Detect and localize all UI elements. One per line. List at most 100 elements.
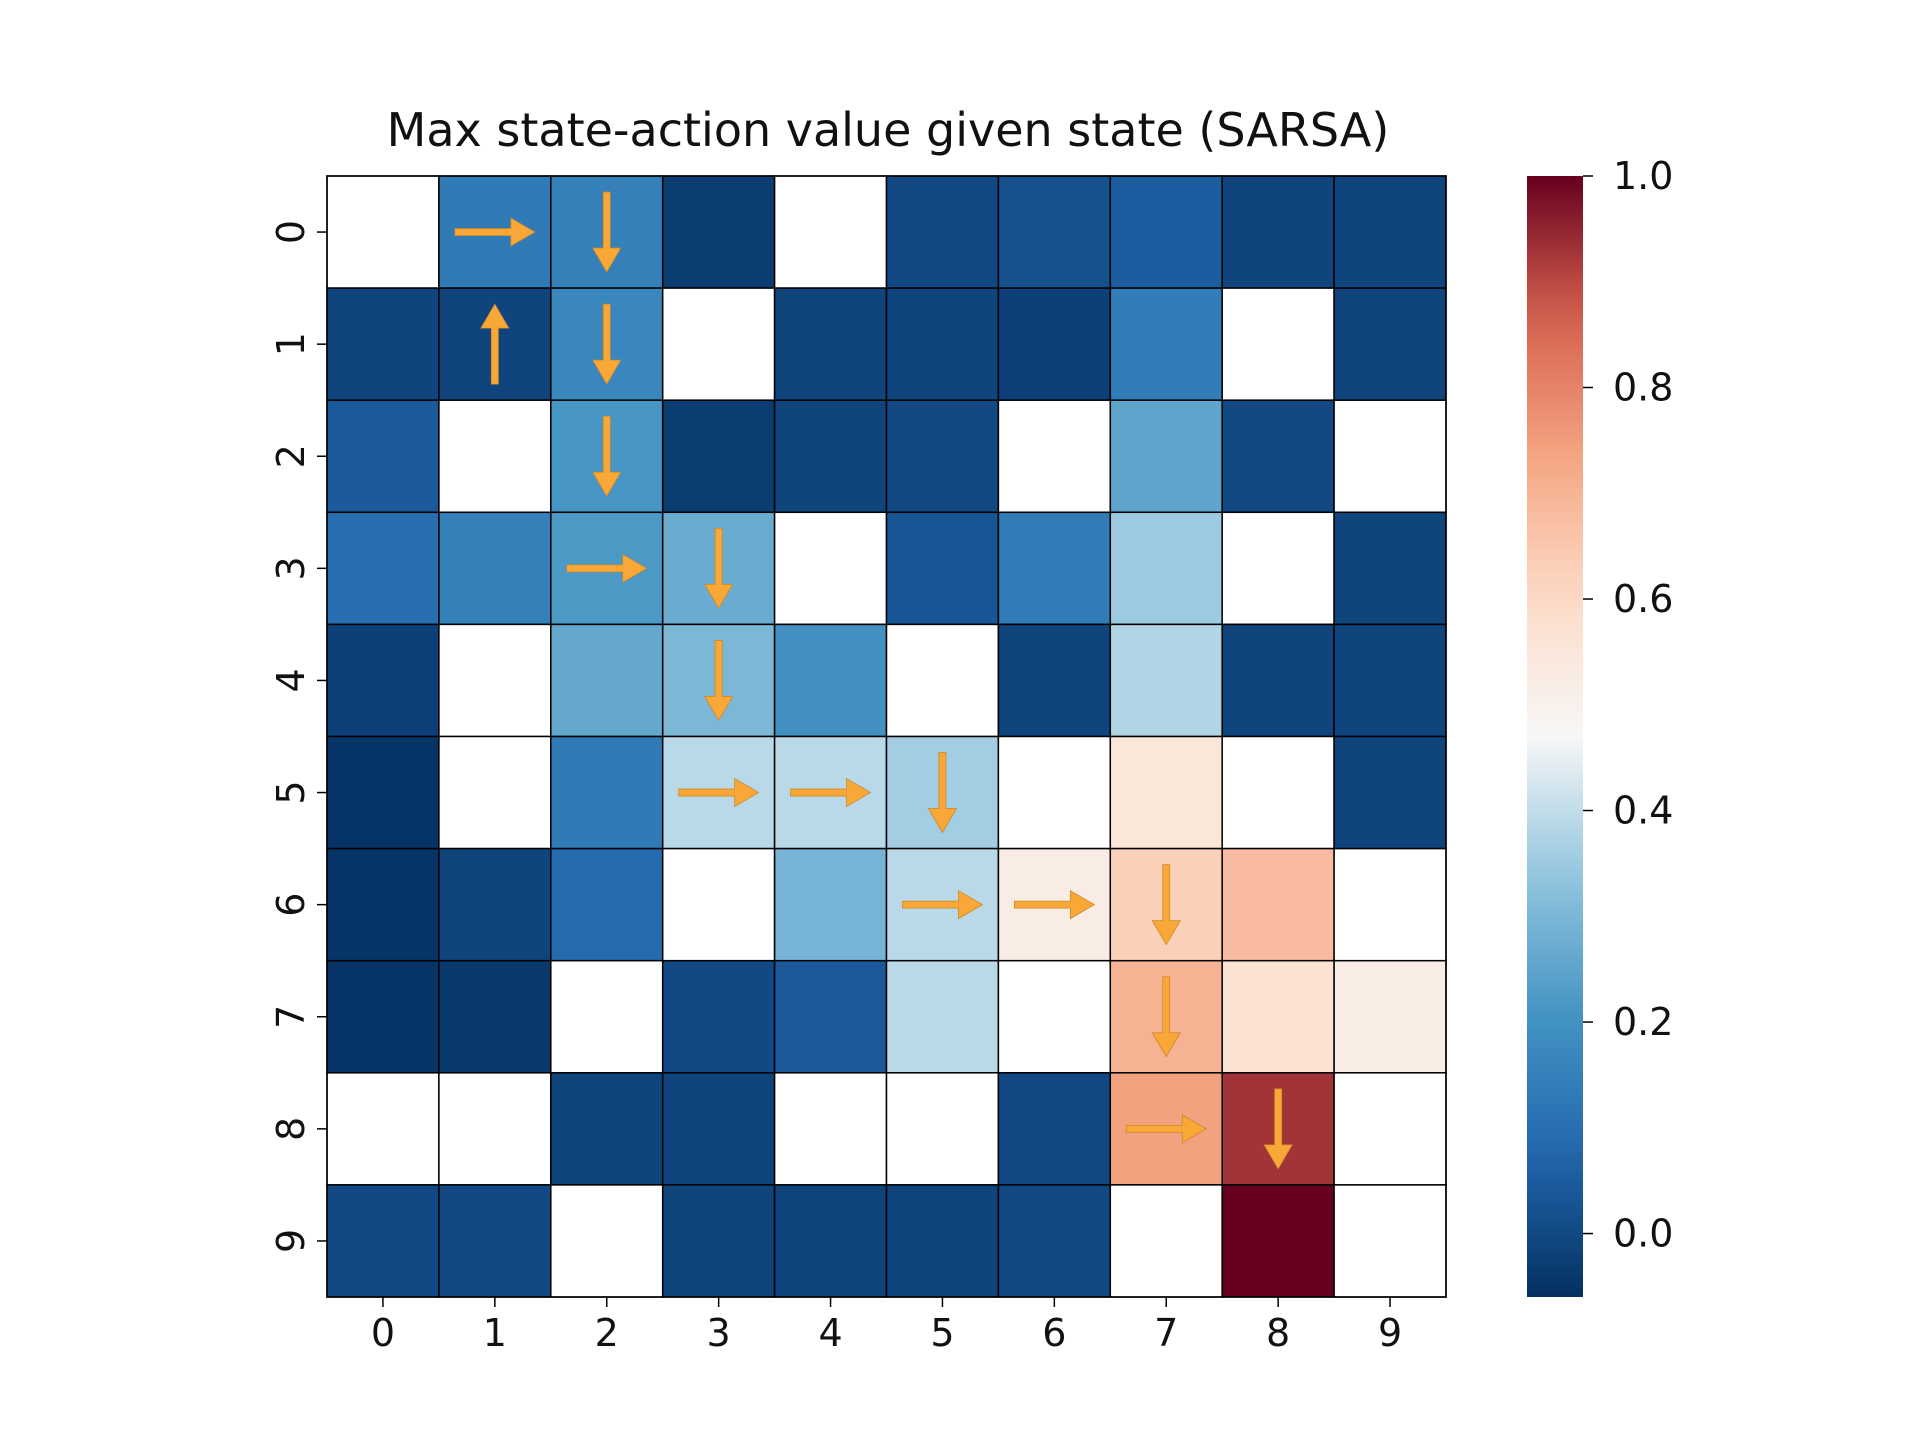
heatmap-cell: [773, 959, 888, 1074]
heatmap-cell: [1333, 959, 1447, 1074]
heatmap-cell: [1221, 959, 1335, 1074]
heatmap-cell: [1333, 175, 1447, 289]
policy-arrow-icon: [790, 777, 872, 808]
heatmap-cell: [885, 287, 1000, 401]
heatmap-cell: [550, 959, 664, 1074]
heatmap-cell: [1221, 399, 1335, 514]
heatmap-cell: [885, 1072, 1000, 1186]
heatmap-cell: [997, 959, 1112, 1074]
heatmap-cell: [1221, 1184, 1335, 1298]
heatmap-cell: [1221, 175, 1335, 289]
y-tick-label: 2: [269, 444, 313, 468]
policy-arrow-icon: [480, 303, 510, 385]
heatmap-cell: [438, 511, 552, 626]
heatmap-cell: [661, 1072, 776, 1186]
chart-title: Max state-action value given state (SARS…: [387, 103, 1390, 157]
heatmap-cell: [438, 623, 552, 738]
heatmap-cell: [438, 1072, 552, 1186]
heatmap-cell: [661, 175, 776, 289]
policy-arrow-icon: [592, 191, 622, 273]
heatmap-cell: [1109, 735, 1223, 850]
heatmap-cell: [885, 623, 1000, 738]
heatmap-cell: [997, 623, 1112, 738]
colorbar-tick-label: 0.2: [1613, 1000, 1673, 1044]
heatmap-cell: [773, 1184, 888, 1298]
heatmap-cell: [997, 1184, 1112, 1298]
heatmap-cell: [326, 735, 440, 850]
x-tick-label: 5: [930, 1311, 954, 1355]
heatmap-cell: [1333, 399, 1447, 514]
y-tick-label: 6: [269, 893, 313, 917]
heatmap-cell: [885, 1184, 1000, 1298]
y-axis-ticks: 0 1 2 3 4 5 6 7 8 9: [269, 220, 327, 1253]
colorbar-tick-label: 0.6: [1613, 577, 1673, 621]
heatmap-cell: [661, 287, 776, 401]
heatmap-cell: [885, 399, 1000, 514]
x-tick-label: 4: [818, 1311, 842, 1355]
y-tick-label: 1: [269, 332, 313, 356]
heatmap-cell: [438, 399, 552, 514]
x-tick-label: 9: [1378, 1311, 1402, 1355]
heatmap-cell: [1221, 847, 1335, 962]
y-tick-label: 0: [269, 220, 313, 244]
heatmap-cell: [773, 1072, 888, 1186]
x-tick-label: 2: [595, 1311, 619, 1355]
heatmap-cell: [1221, 287, 1335, 401]
heatmap-cell: [773, 623, 888, 738]
colorbar-gradient: [1527, 176, 1583, 1297]
heatmap-cell: [326, 959, 440, 1074]
policy-arrow-icon: [1151, 976, 1181, 1058]
heatmap-cell: [1109, 1184, 1223, 1298]
heatmap-cell: [1333, 1072, 1447, 1186]
y-tick-label: 4: [269, 668, 313, 692]
heatmap-cell: [1333, 847, 1447, 962]
heatmap-cell: [438, 847, 552, 962]
heatmap-cell: [1333, 511, 1447, 626]
heatmap-cell: [1109, 623, 1223, 738]
heatmap-cell: [550, 1072, 664, 1186]
y-tick-label: 3: [269, 556, 313, 580]
policy-arrow-icon: [703, 527, 734, 610]
y-tick-label: 8: [269, 1117, 313, 1141]
heatmap-cell: [661, 399, 776, 514]
colorbar-tick-label: 0.4: [1613, 789, 1673, 833]
heatmap-cell: [1221, 511, 1335, 626]
x-tick-label: 7: [1154, 1311, 1178, 1355]
heatmap-cell: [773, 175, 888, 289]
x-tick-label: 6: [1042, 1311, 1066, 1355]
heatmap-cell: [1109, 287, 1223, 401]
heatmap-cell: [550, 735, 664, 850]
x-tick-label: 0: [371, 1311, 395, 1355]
heatmap-cell: [1333, 735, 1447, 850]
heatmap-cell: [550, 847, 664, 962]
policy-arrow-icon: [927, 752, 958, 834]
heatmap-cell: [885, 511, 1000, 626]
heatmap-cell: [1221, 623, 1335, 738]
heatmap-cell: [550, 1184, 664, 1298]
heatmap-cell: [773, 511, 888, 626]
heatmap-cell: [326, 1072, 440, 1186]
heatmap-cell: [550, 623, 664, 738]
policy-arrow-icon: [902, 889, 984, 920]
heatmap-cell: [326, 287, 440, 401]
heatmap-border: [326, 175, 1447, 1298]
policy-arrow-icon: [592, 303, 622, 385]
heatmap-cell: [997, 735, 1112, 850]
heatmap-cell: [885, 175, 1000, 289]
heatmap-cell: [997, 287, 1112, 401]
heatmap-cell: [773, 287, 888, 401]
heatmap-cell: [326, 623, 440, 738]
heatmap-cell: [661, 1184, 776, 1298]
heatmap-cell: [326, 175, 440, 289]
heatmap-cell: [1333, 623, 1447, 738]
heatmap-cell: [326, 847, 440, 962]
x-tick-label: 1: [483, 1311, 507, 1355]
heatmap-cells: [326, 175, 1447, 1298]
heatmap-cell: [885, 959, 1000, 1074]
heatmap-cell: [661, 959, 776, 1074]
policy-arrow-icon: [1151, 864, 1181, 946]
heatmap-cell: [1221, 735, 1335, 850]
heatmap-cell: [326, 511, 440, 626]
colorbar-tick-label: 0.8: [1613, 366, 1673, 410]
heatmap-cell: [1333, 1184, 1447, 1298]
